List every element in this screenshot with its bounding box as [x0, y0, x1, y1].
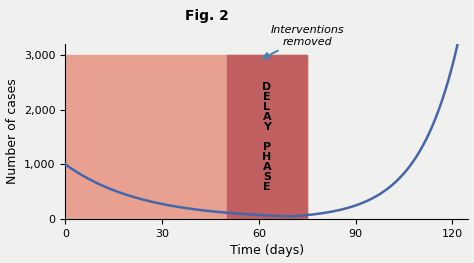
Text: Interventions
removed: Interventions removed	[263, 25, 344, 58]
Text: Fig. 2: Fig. 2	[184, 9, 228, 23]
Text: D
E
L
A
Y
 
P
H
A
S
E: D E L A Y P H A S E	[262, 82, 272, 192]
Y-axis label: Number of cases: Number of cases	[6, 79, 18, 184]
X-axis label: Time (days): Time (days)	[230, 244, 304, 257]
Bar	[227, 55, 307, 219]
Bar	[65, 55, 307, 219]
